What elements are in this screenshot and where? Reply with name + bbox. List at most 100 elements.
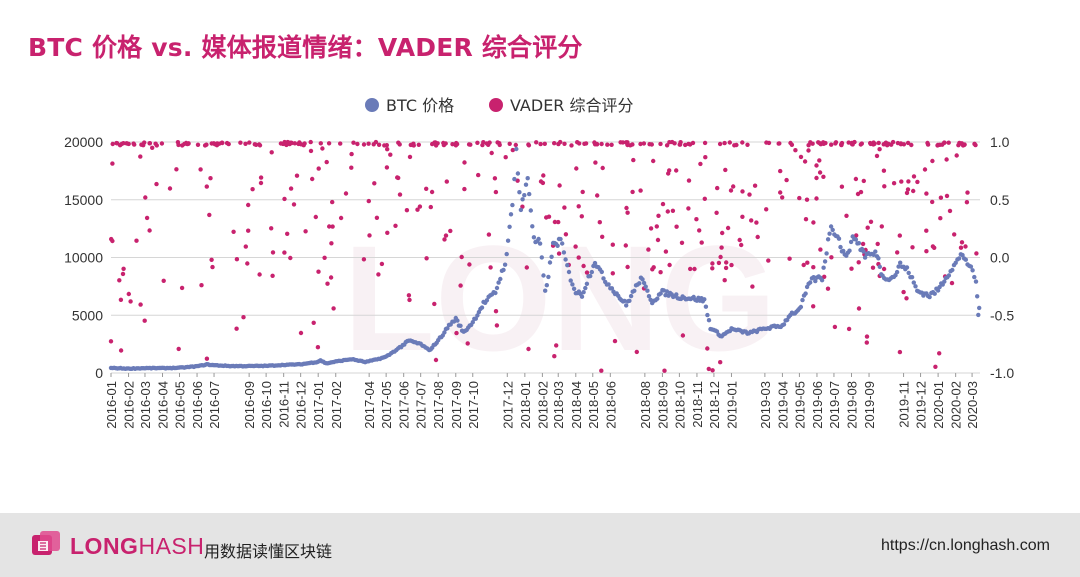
btc-price-point bbox=[641, 280, 647, 286]
longhash-cube-icon[interactable] bbox=[28, 529, 64, 563]
vader-point bbox=[686, 141, 691, 147]
btc-price-point bbox=[504, 251, 509, 257]
vader-point bbox=[747, 192, 752, 197]
vader-point bbox=[749, 218, 754, 223]
btc-price-point bbox=[522, 193, 527, 198]
vader-point bbox=[311, 320, 316, 325]
vader-point bbox=[349, 165, 354, 170]
vader-point bbox=[698, 161, 703, 167]
vader-point bbox=[599, 141, 604, 147]
btc-price-point bbox=[913, 284, 918, 289]
btc-price-point bbox=[563, 257, 568, 262]
vader-point bbox=[210, 264, 215, 270]
vader-point bbox=[764, 140, 769, 145]
vader-point bbox=[833, 141, 838, 146]
vader-point bbox=[780, 195, 785, 200]
vader-point bbox=[294, 173, 300, 178]
y-right-tick-label: 0.5 bbox=[990, 192, 1010, 208]
btc-price-point bbox=[536, 236, 541, 242]
x-tick-label: 2020-02 bbox=[949, 381, 964, 429]
brand-hash: HASH bbox=[138, 533, 205, 559]
vader-point bbox=[234, 326, 239, 331]
vader-point bbox=[416, 142, 421, 147]
x-tick-label: 2018-03 bbox=[551, 381, 566, 429]
vader-point bbox=[503, 155, 508, 160]
vader-point bbox=[752, 183, 758, 188]
x-tick-label: 2017-12 bbox=[500, 381, 515, 429]
vader-point bbox=[788, 140, 793, 146]
btc-price-point bbox=[830, 227, 835, 233]
vader-point bbox=[811, 220, 816, 225]
vader-point bbox=[732, 143, 737, 148]
vader-point bbox=[444, 179, 449, 184]
vader-point bbox=[424, 186, 429, 191]
vader-point bbox=[226, 141, 231, 147]
vader-point bbox=[142, 318, 147, 323]
vader-point bbox=[488, 265, 493, 270]
vader-point bbox=[231, 229, 236, 234]
vader-point bbox=[462, 186, 467, 192]
btc-price-point bbox=[549, 254, 554, 259]
y-left-tick-label: 10000 bbox=[64, 250, 103, 266]
vader-point bbox=[731, 184, 736, 189]
btc-price-point bbox=[808, 280, 813, 285]
vader-point bbox=[243, 244, 248, 249]
vader-point bbox=[126, 291, 131, 297]
y-right-tick-label: -0.5 bbox=[990, 307, 1014, 323]
vader-point bbox=[497, 142, 502, 148]
btc-price-point bbox=[643, 284, 648, 289]
btc-price-point bbox=[505, 238, 511, 243]
btc-price-point bbox=[609, 286, 615, 291]
vader-point bbox=[804, 197, 810, 202]
btc-price-point bbox=[827, 231, 832, 236]
vader-point bbox=[429, 189, 435, 195]
vader-point bbox=[814, 175, 819, 181]
vader-point bbox=[688, 266, 693, 272]
vader-point bbox=[865, 225, 870, 230]
legend-btc-marker bbox=[365, 98, 379, 112]
page-title: BTC 价格 vs. 媒体报道情绪：VADER 综合评分 bbox=[28, 33, 583, 62]
btc-price-point bbox=[525, 176, 530, 181]
brand-logo[interactable]: LONGHASH bbox=[70, 533, 204, 560]
vader-point bbox=[935, 142, 941, 148]
vader-point bbox=[702, 196, 707, 201]
btc-price-point bbox=[972, 274, 977, 280]
vader-point bbox=[690, 140, 696, 146]
vader-point bbox=[322, 255, 327, 260]
vader-point bbox=[117, 278, 122, 283]
vader-point bbox=[541, 173, 546, 178]
btc-price-point bbox=[841, 248, 846, 254]
vader-point bbox=[581, 263, 586, 269]
vader-point bbox=[593, 160, 598, 165]
vader-point bbox=[510, 147, 515, 153]
vader-point bbox=[384, 143, 389, 148]
vader-point bbox=[677, 142, 683, 147]
vader-point bbox=[718, 360, 723, 365]
vader-point bbox=[355, 141, 360, 147]
footer-url[interactable]: https://cn.longhash.com bbox=[881, 537, 1050, 554]
vader-point bbox=[656, 213, 661, 218]
vader-point bbox=[198, 167, 203, 172]
btc-price-point bbox=[547, 260, 553, 265]
vader-point bbox=[922, 167, 928, 172]
y-left-tick-label: 15000 bbox=[64, 192, 103, 208]
vader-point bbox=[204, 356, 210, 361]
vader-point bbox=[818, 247, 823, 252]
btc-price-point bbox=[502, 262, 508, 267]
vader-point bbox=[393, 223, 398, 228]
y-left-tick-label: 0 bbox=[95, 365, 103, 381]
vader-point bbox=[859, 141, 864, 146]
btc-price-point bbox=[956, 256, 962, 261]
x-tick-label: 2020-01 bbox=[931, 381, 946, 429]
vader-point bbox=[246, 202, 251, 208]
vader-point bbox=[905, 187, 911, 192]
vader-point bbox=[524, 265, 529, 270]
btc-price-point bbox=[624, 303, 629, 308]
vader-point bbox=[663, 249, 669, 254]
vader-point bbox=[855, 191, 861, 197]
vader-point bbox=[651, 265, 656, 270]
vader-point bbox=[938, 195, 944, 200]
x-tick-label: 2019-01 bbox=[724, 381, 739, 429]
vader-point bbox=[118, 348, 124, 353]
vader-point bbox=[879, 224, 884, 229]
